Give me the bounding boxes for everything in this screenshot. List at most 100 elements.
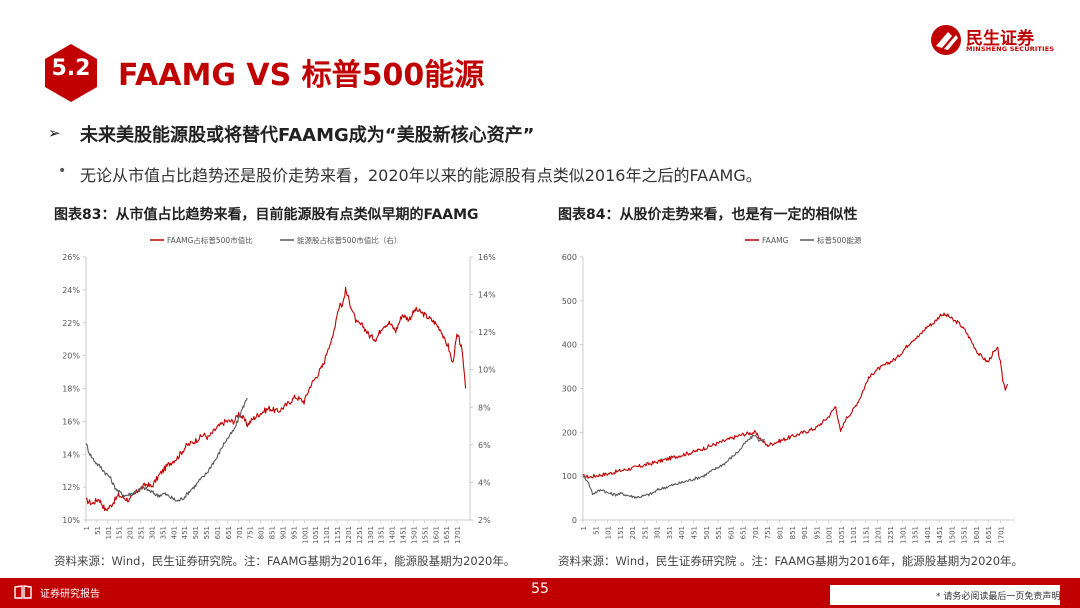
figure-83-title: 图表83：从市值占比趋势来看，目前能源股有点类似早期的FAAMG [54,207,479,223]
footer-disclaimer: * 请务必阅读最后一页免责声明 [936,592,1061,602]
x-tick-label: 451 [691,526,699,539]
y-right-tick-label: 10% [478,366,496,375]
legend-label: 能源股占标普500市值比（右） [297,235,401,245]
x-tick-label: 1201 [345,526,353,544]
x-tick-label: 1551 [961,526,969,544]
x-tick-label: 51 [592,526,600,535]
y-tick-label: 18% [62,385,80,394]
y-tick-label: 10% [62,516,80,525]
x-tick-label: 1251 [356,526,364,544]
series-line-faamg [583,312,1009,479]
y-tick-label: 16% [62,417,80,426]
figure-83-source: 资料来源：Wind，民生证券研究院。注：FAAMG基期为2016年，能源股基期为… [54,554,516,568]
x-tick-label: 1301 [899,526,907,544]
x-tick-label: 401 [170,526,178,539]
y-tick-label: 300 [562,385,577,394]
figure-84-source: 资料来源：Wind，民生证券研究院 。注：FAAMG基期为2016年，能源股基期… [558,554,1024,568]
x-tick-label: 1151 [862,526,870,544]
x-tick-label: 1051 [312,526,320,544]
x-tick-label: 501 [192,526,200,539]
x-tick-label: 351 [666,526,674,539]
x-tick-label: 1001 [301,526,309,544]
y-right-tick-label: 4% [478,478,491,487]
series-line-energy [85,397,248,502]
chart-market-cap-share: FAAMG占标普500市值比 能源股占标普500市值比（右） 10%12%14%1… [62,235,496,544]
x-tick-label: 401 [678,526,686,539]
y-tick-label: 20% [62,352,80,361]
x-tick-label: 151 [116,526,124,539]
x-tick-label: 701 [236,526,244,539]
x-tick-label: 901 [801,526,809,539]
y-right-tick-label: 8% [478,403,491,412]
y-tick-label: 200 [562,428,577,437]
x-tick-label: 901 [279,526,287,539]
x-tick-label: 1 [83,526,91,530]
x-tick-label: 601 [727,526,735,539]
x-tick-label: 951 [813,526,821,539]
x-tick-label: 1351 [378,526,386,544]
y-tick-label: 14% [62,450,80,459]
x-tick-label: 201 [629,526,637,539]
x-tick-label: 951 [290,526,298,539]
bullet-text: 无论从市值占比趋势还是股价走势来看，2020年以来的能源股有点类似2016年之后… [80,166,762,185]
series-line-faamg [85,286,467,512]
x-tick-label: 1651 [443,526,451,544]
logo-name: 民生证券 [966,29,1034,49]
x-tick-label: 651 [740,526,748,539]
y-tick-label: 600 [562,253,577,262]
y-right-tick-label: 6% [478,441,491,450]
y-tick-label: 500 [562,297,577,306]
y-tick-label: 100 [562,472,577,481]
headline-arrow-icon: ➢ [48,124,61,142]
x-tick-label: 351 [159,526,167,539]
x-tick-label: 201 [127,526,135,539]
x-tick-label: 101 [605,526,613,539]
x-tick-label: 551 [715,526,723,539]
x-tick-label: 1401 [924,526,932,544]
x-tick-label: 301 [148,526,156,539]
series-line-energy [582,434,765,499]
legend-label: FAAMG [762,236,789,245]
x-tick-label: 1451 [400,526,408,544]
x-tick-label: 851 [789,526,797,539]
footer-report-label: 证券研究报告 [40,589,100,600]
book-icon [14,585,32,599]
x-tick-label: 251 [641,526,649,539]
x-tick-label: 1601 [432,526,440,544]
x-tick-label: 1101 [323,526,331,544]
x-tick-label: 1601 [973,526,981,544]
x-tick-label: 51 [94,526,102,535]
x-tick-label: 751 [247,526,255,539]
minsheng-logo-icon [931,25,961,55]
page-title: FAAMG VS 标普500能源 [118,58,485,93]
x-tick-label: 551 [203,526,211,539]
y-tick-label: 24% [62,286,80,295]
y-tick-label: 22% [62,319,80,328]
x-tick-label: 1 [580,526,588,530]
x-tick-label: 1501 [948,526,956,544]
x-tick-label: 1701 [454,526,462,544]
x-tick-label: 451 [181,526,189,539]
x-tick-label: 801 [258,526,266,539]
x-tick-label: 1401 [389,526,397,544]
x-tick-label: 651 [225,526,233,539]
x-tick-label: 1301 [367,526,375,544]
x-tick-label: 851 [269,526,277,539]
x-tick-label: 1101 [850,526,858,544]
x-tick-label: 701 [752,526,760,539]
y-right-tick-label: 12% [478,328,496,337]
x-tick-label: 1651 [985,526,993,544]
x-tick-label: 1351 [912,526,920,544]
y-tick-label: 0 [572,516,577,525]
y-tick-label: 12% [62,483,80,492]
y-right-tick-label: 2% [478,516,491,525]
x-tick-label: 1201 [875,526,883,544]
y-right-tick-label: 14% [478,291,496,300]
x-tick-label: 101 [105,526,113,539]
x-tick-label: 1251 [887,526,895,544]
x-tick-label: 801 [776,526,784,539]
section-badge-hexagon [45,44,97,102]
bullet-dot-icon: • [58,163,67,179]
x-tick-label: 1051 [838,526,846,544]
